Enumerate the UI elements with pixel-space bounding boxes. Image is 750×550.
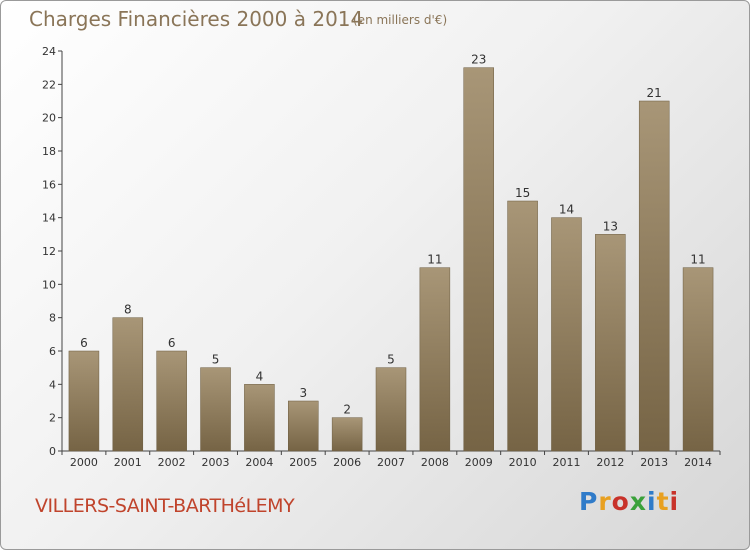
x-tick-label: 2013	[640, 456, 668, 469]
y-tick-label: 6	[49, 345, 56, 358]
x-tick-label: 2002	[158, 456, 186, 469]
bar	[331, 417, 363, 452]
y-tick-label: 12	[42, 245, 56, 258]
x-tick-label: 2006	[333, 456, 361, 469]
bar	[288, 400, 319, 452]
bar	[682, 267, 714, 452]
x-tick-label: 2014	[684, 456, 712, 469]
bar-value-label: 4	[256, 369, 264, 383]
x-tick-label: 2001	[114, 456, 142, 469]
chart-title: Charges Financières 2000 à 2014	[29, 7, 364, 31]
bar-value-label: 14	[559, 203, 574, 217]
logo-letter: P	[579, 487, 599, 516]
y-tick-label: 10	[42, 278, 56, 291]
bar	[419, 267, 451, 452]
x-tick-label: 2012	[596, 456, 624, 469]
bar	[68, 350, 100, 452]
x-tick-label: 2010	[509, 456, 537, 469]
y-tick-label: 2	[49, 412, 56, 425]
bar-value-label: 6	[80, 336, 88, 350]
chart-subtitle: (en milliers d'€)	[353, 13, 448, 27]
logo-letter: x	[629, 487, 647, 516]
bar-value-label: 5	[212, 353, 220, 367]
bar-value-label: 13	[603, 219, 618, 233]
proxiti-logo: Proxiti	[579, 487, 679, 516]
y-tick-label: 0	[49, 445, 56, 458]
bar-value-label: 21	[647, 86, 662, 100]
logo-letter: i	[669, 487, 680, 516]
bar-value-label: 8	[124, 303, 132, 317]
x-tick-label: 2007	[377, 456, 405, 469]
y-tick-label: 16	[42, 178, 56, 191]
bar-value-label: 6	[168, 336, 176, 350]
x-tick-label: 2011	[552, 456, 580, 469]
bar-value-label: 15	[515, 186, 530, 200]
bar-value-label: 11	[690, 253, 705, 267]
bar-value-label: 23	[471, 53, 486, 67]
x-tick-label: 2008	[421, 456, 449, 469]
y-tick-label: 24	[42, 45, 56, 58]
bar-value-label: 5	[387, 353, 395, 367]
bars: 6 8 6 5 4 3 2 5 11 23 15 14 13 21 11	[68, 53, 714, 452]
logo-letter: i	[647, 487, 657, 516]
x-axis: 2000 2001 2002 2003 2004 2005 2006 2007 2008 2009…	[61, 450, 721, 469]
bar-value-label: 3	[299, 386, 307, 400]
commune-name: VILLERS-SAINT-BARTHéLEMY	[35, 495, 295, 517]
bar	[200, 367, 231, 452]
logo-letter: r	[598, 487, 612, 516]
bar	[595, 234, 626, 452]
bar	[638, 100, 670, 452]
bar	[551, 217, 582, 452]
bar	[375, 367, 407, 452]
bar-value-label: 11	[427, 253, 442, 267]
x-tick-label: 2004	[245, 456, 273, 469]
y-tick-label: 8	[49, 312, 56, 325]
logo-letter: o	[611, 487, 630, 516]
bar	[244, 384, 275, 452]
bar	[507, 200, 538, 452]
y-tick-label: 18	[42, 145, 56, 158]
x-tick-label: 2003	[202, 456, 230, 469]
y-tick-label: 22	[42, 78, 56, 91]
x-tick-label: 2000	[70, 456, 98, 469]
logo-letter: t	[656, 487, 670, 516]
bar	[463, 67, 494, 452]
bar-value-label: 2	[343, 403, 351, 417]
x-tick-label: 2009	[465, 456, 493, 469]
y-tick-label: 4	[49, 378, 56, 391]
x-tick-label: 2005	[289, 456, 317, 469]
bar	[156, 350, 187, 452]
y-tick-label: 20	[42, 112, 56, 125]
y-tick-label: 14	[42, 212, 56, 225]
bar	[112, 317, 144, 452]
